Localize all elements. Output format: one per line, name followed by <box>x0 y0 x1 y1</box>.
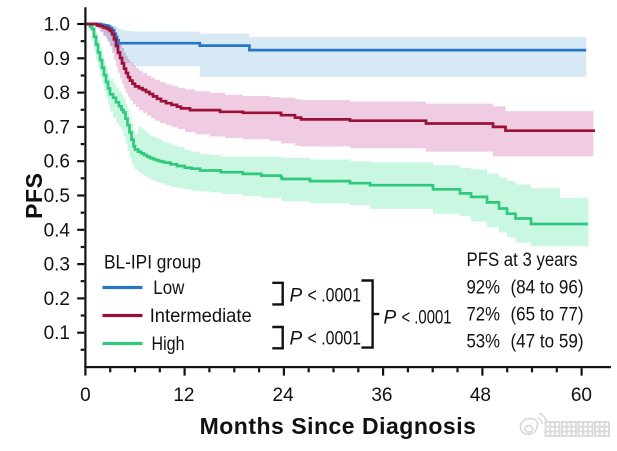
svg-text:Intermediate: Intermediate <box>150 306 252 327</box>
svg-text:BL-IPI group: BL-IPI group <box>104 253 201 274</box>
svg-text:< .0001: < .0001 <box>308 286 362 307</box>
svg-text:24: 24 <box>273 385 295 406</box>
svg-text:PFS at 3 years: PFS at 3 years <box>467 250 578 271</box>
svg-text:P: P <box>384 308 397 329</box>
svg-text:Months Since Diagnosis: Months Since Diagnosis <box>200 413 477 439</box>
svg-text:72%: 72% <box>467 305 501 326</box>
svg-text:0: 0 <box>80 385 91 406</box>
svg-text:0.3: 0.3 <box>44 255 70 276</box>
svg-text:0.5: 0.5 <box>44 186 70 207</box>
svg-text:0.1: 0.1 <box>44 323 70 344</box>
svg-text:(84 to 96): (84 to 96) <box>511 278 584 299</box>
svg-text:0.7: 0.7 <box>44 117 70 138</box>
svg-text:< .0001: < .0001 <box>402 308 452 329</box>
svg-text:48: 48 <box>470 385 491 406</box>
svg-text:92%: 92% <box>467 278 501 299</box>
svg-text:0.6: 0.6 <box>44 152 70 173</box>
svg-text:PFS: PFS <box>21 173 47 219</box>
svg-text:(65 to 77): (65 to 77) <box>511 305 584 326</box>
svg-text:P: P <box>290 286 303 307</box>
svg-text:1.0: 1.0 <box>44 15 70 36</box>
svg-text:60: 60 <box>571 385 592 406</box>
svg-text:0.4: 0.4 <box>44 220 71 241</box>
svg-text:(47 to 59): (47 to 59) <box>511 332 584 353</box>
svg-text:0.8: 0.8 <box>44 83 70 104</box>
svg-text:53%: 53% <box>467 332 501 353</box>
svg-text:12: 12 <box>173 385 194 406</box>
svg-text:High: High <box>152 334 185 355</box>
svg-text:36: 36 <box>371 385 392 406</box>
svg-text:0.2: 0.2 <box>44 289 70 310</box>
svg-text:P: P <box>290 329 303 350</box>
svg-text:< .0001: < .0001 <box>308 329 362 350</box>
svg-text:Low: Low <box>153 278 184 299</box>
svg-text:0.9: 0.9 <box>44 49 70 70</box>
